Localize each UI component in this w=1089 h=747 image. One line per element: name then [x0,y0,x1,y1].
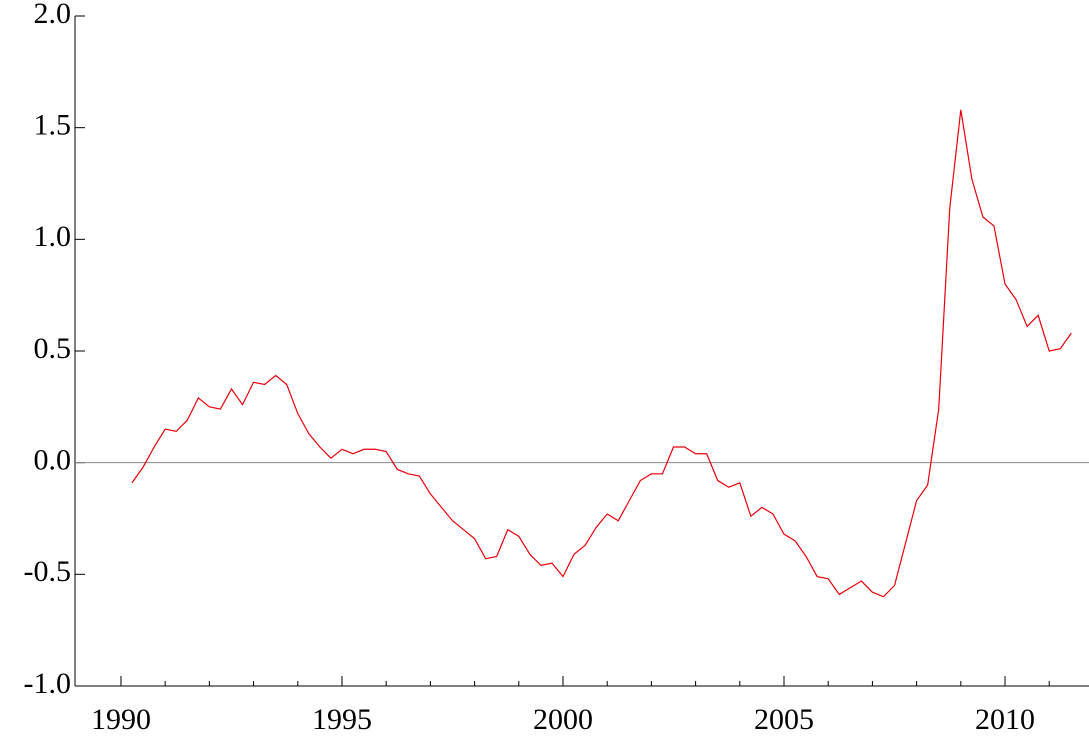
y-tick-label: 1.5 [34,109,72,142]
x-tick-label: 2005 [754,703,814,736]
y-tick-label: 1.0 [34,220,72,253]
y-tick-label: 0.0 [34,444,72,477]
x-tick-label: 1995 [312,703,372,736]
y-tick-label: -0.5 [24,555,72,588]
y-tick-label: -1.0 [24,667,72,700]
x-tick-label: 1990 [91,703,151,736]
data-line [131,109,1072,598]
y-tick-label: 2.0 [34,0,72,30]
x-tick-label: 2010 [975,703,1035,736]
x-tick-label: 2000 [533,703,593,736]
y-tick-label: 0.5 [34,332,72,365]
